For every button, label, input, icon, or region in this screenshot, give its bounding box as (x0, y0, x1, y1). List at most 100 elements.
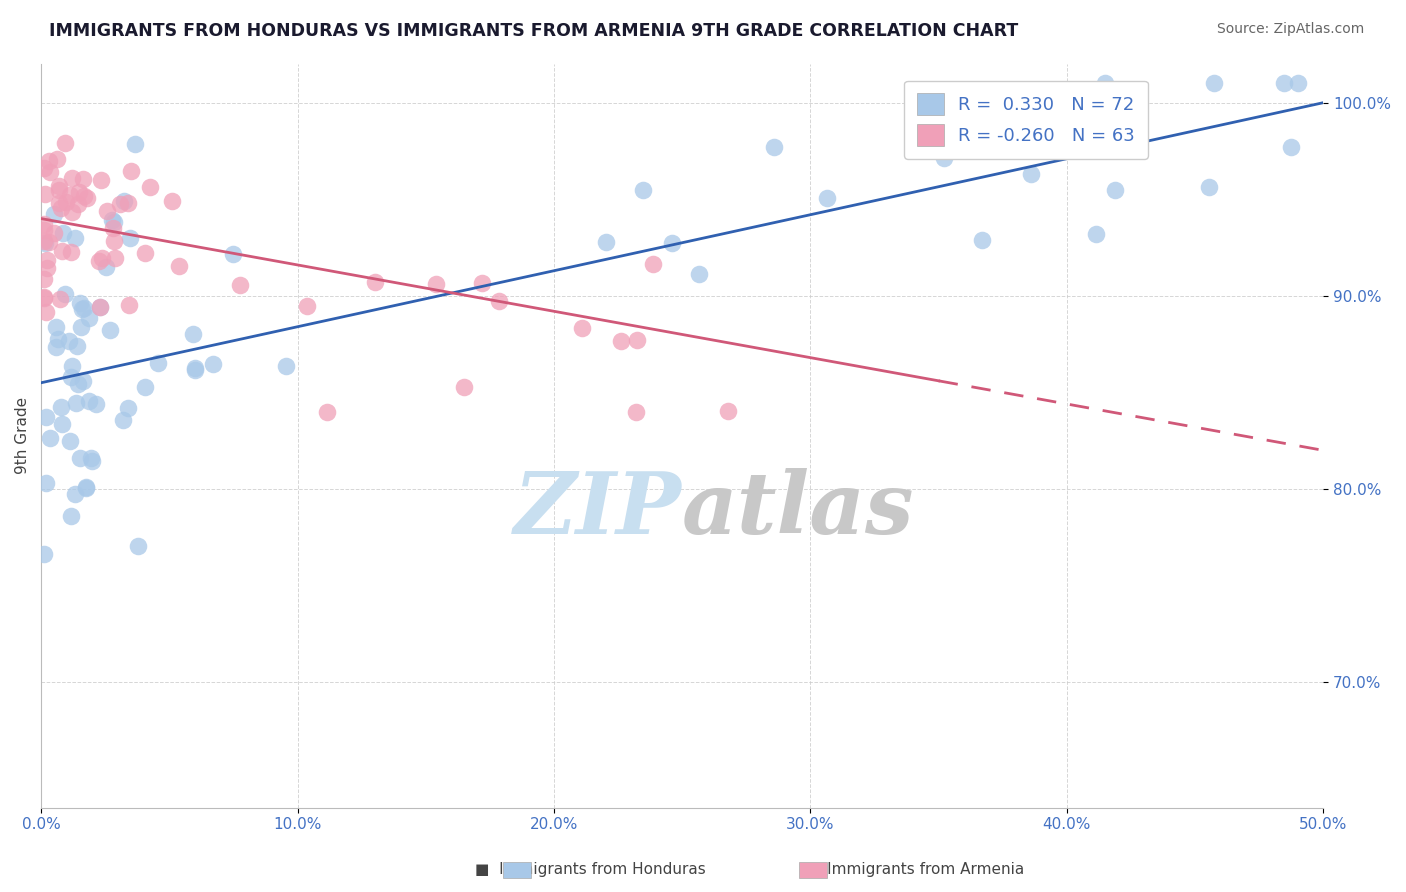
Point (49, 202, 72, 216)
Point (69, 320, 91, 334)
Point (84, 397, 107, 411)
Point (49, 401, 72, 415)
Point (101, 221, 124, 235)
Point (35, 253, 58, 268)
Point (60, 205, 83, 219)
Point (222, 247, 245, 261)
Point (46, 332, 69, 346)
Point (1198, 180, 1220, 194)
Point (48, 178, 70, 193)
Point (35, 410, 58, 425)
Point (35, 260, 58, 275)
Point (32, 217, 55, 231)
Point (98, 323, 121, 337)
Point (103, 215, 125, 229)
Point (73, 301, 96, 315)
Point (34, 272, 56, 286)
Point (69, 296, 91, 310)
Point (108, 197, 131, 211)
Point (42, 207, 65, 221)
Point (181, 327, 204, 342)
Point (94, 260, 117, 274)
Point (595, 235, 617, 249)
Point (49, 292, 72, 306)
Point (103, 251, 125, 265)
Point (35, 476, 58, 491)
Point (75, 480, 97, 494)
Point (103, 235, 125, 249)
Point (72, 171, 94, 186)
Point (488, 294, 510, 309)
Point (970, 233, 993, 247)
Point (53, 286, 76, 301)
Point (32, 235, 55, 249)
Point (661, 235, 683, 250)
Text: Source: ZipAtlas.com: Source: ZipAtlas.com (1216, 22, 1364, 37)
Point (42, 226, 65, 240)
Point (89, 300, 111, 314)
Point (763, 140, 786, 154)
Point (51, 244, 73, 258)
Point (77, 310, 100, 325)
Point (34, 235, 56, 250)
Point (1279, 140, 1302, 154)
Point (67, 377, 90, 392)
Point (77, 394, 100, 409)
Point (59, 370, 82, 384)
Point (162, 194, 184, 209)
Point (67, 185, 90, 199)
Point (610, 334, 633, 349)
Point (79, 450, 101, 465)
Point (167, 260, 190, 274)
Point (38, 153, 60, 168)
Point (571, 321, 593, 335)
Point (96, 203, 118, 218)
Point (425, 277, 447, 291)
Point (90, 251, 112, 265)
Point (184, 362, 207, 376)
Point (32, 291, 55, 305)
Point (1019, 167, 1042, 181)
Point (139, 180, 162, 194)
Point (364, 275, 387, 289)
Point (34, 186, 56, 201)
Point (67, 197, 90, 211)
Point (184, 361, 207, 376)
Point (59, 434, 82, 449)
Point (101, 212, 124, 227)
Point (1286, 76, 1309, 90)
Point (48, 195, 70, 210)
Point (717, 404, 740, 418)
Point (315, 405, 337, 419)
Point (32, 290, 55, 304)
Point (39, 165, 62, 179)
Point (90, 172, 112, 186)
Point (51, 417, 73, 431)
Point (120, 231, 142, 245)
Point (38, 235, 60, 250)
Point (65, 230, 87, 244)
Point (55, 195, 77, 210)
Point (1204, 76, 1226, 90)
Point (688, 267, 710, 281)
Point (815, 192, 838, 206)
Point (60, 245, 83, 260)
Point (32, 547, 55, 561)
Point (34, 161, 56, 176)
Point (471, 276, 494, 290)
Y-axis label: 9th Grade: 9th Grade (15, 397, 30, 475)
Point (45, 152, 67, 166)
Point (1272, 76, 1295, 90)
Point (58, 334, 80, 348)
Point (39, 431, 62, 445)
Point (66, 339, 89, 353)
Point (1104, 183, 1126, 197)
Point (45, 340, 67, 354)
Text: ■  Immigrants from Armenia: ■ Immigrants from Armenia (803, 863, 1025, 877)
Point (65, 487, 87, 501)
Point (134, 246, 156, 260)
Text: ZIP: ZIP (515, 468, 682, 552)
Point (111, 413, 134, 427)
Point (201, 357, 224, 371)
Point (48, 183, 70, 197)
